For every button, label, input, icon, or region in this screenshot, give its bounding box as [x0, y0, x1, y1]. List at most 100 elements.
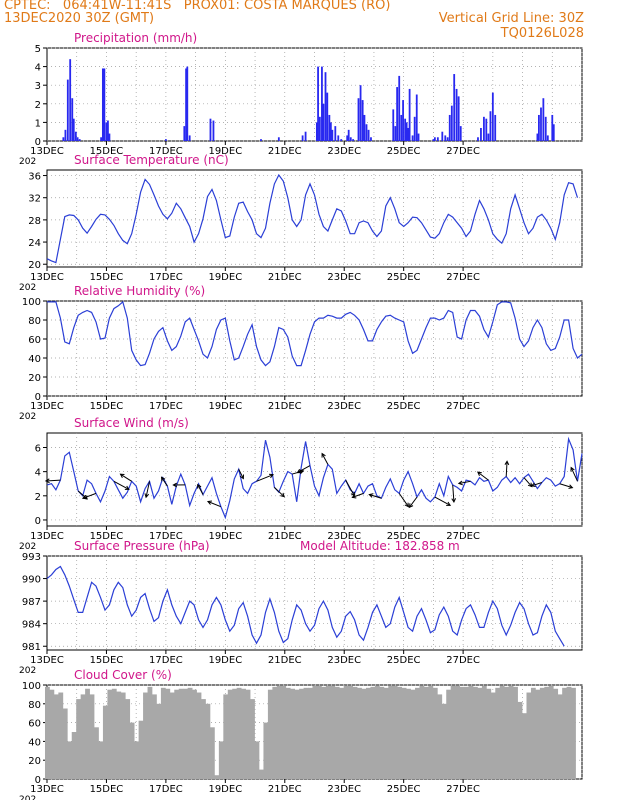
cloud-bar — [138, 720, 144, 779]
precip-bar — [69, 59, 72, 141]
cloud-bar — [522, 713, 527, 779]
cloud-bar — [196, 692, 202, 779]
cloud-bar — [236, 687, 242, 779]
precip-bar — [444, 135, 447, 141]
wind-arrow-head — [404, 502, 410, 508]
cloud-bar — [169, 692, 175, 779]
cloud-bar — [415, 687, 420, 779]
cloud-bar — [370, 686, 376, 779]
precip-bar — [398, 75, 401, 141]
cloud-bar — [53, 694, 59, 779]
temp-xtick-label: 21DEC — [268, 272, 302, 283]
cloud-bar — [178, 688, 184, 779]
precip-bar — [487, 133, 490, 141]
wind-title: Surface Wind (m/s) — [74, 416, 189, 430]
cloud-bar — [468, 685, 474, 779]
cloud-bar — [241, 688, 246, 779]
temp-xtick-year: 202 — [19, 283, 36, 293]
precip-bar — [491, 92, 494, 141]
temp-xtick-label: 25DEC — [387, 272, 421, 283]
cloud-bar — [98, 741, 104, 779]
temp-xtick-label: 19DEC — [208, 272, 242, 283]
precip-bar — [186, 66, 189, 141]
wind-arrow — [409, 496, 418, 508]
cloud-bar — [477, 687, 483, 779]
precip-bar — [544, 116, 547, 141]
rh-xtick-year: 202 — [19, 412, 36, 422]
wind-arrow-head — [368, 493, 374, 498]
rh-ytick-label: 60 — [28, 335, 41, 346]
cloud-bar — [562, 687, 567, 779]
precip-bar — [540, 107, 542, 141]
temp-ytick-label: 36 — [28, 172, 41, 183]
rh-xtick-label: 15DEC — [90, 401, 124, 412]
precip-bar — [64, 129, 67, 141]
temp-ytick-label: 32 — [28, 194, 41, 205]
precip-bar — [411, 135, 414, 141]
cloud-bar — [544, 686, 550, 779]
pressure-xtick-label: 23DEC — [327, 655, 361, 666]
cloud-bar — [281, 685, 287, 779]
rh-ytick-label: 20 — [28, 373, 41, 384]
cloud-bar — [343, 685, 349, 779]
cloud-xtick-label: 13DEC — [30, 784, 64, 795]
precip-xtick-label: 15DEC — [90, 146, 124, 157]
wind-arrow — [570, 467, 578, 482]
header-run-id: TQ0126L028 — [500, 26, 584, 41]
cloud-bar — [134, 741, 139, 779]
cloud-bar — [437, 694, 443, 779]
cloud-bar — [406, 688, 411, 779]
precip-bar — [453, 74, 456, 141]
wind-arrow — [297, 465, 311, 474]
precip-bar — [552, 124, 555, 141]
precip-bar — [321, 66, 323, 141]
cloud-ytick-label: 0 — [35, 775, 41, 786]
precip-bar — [494, 114, 497, 141]
cloud-bar — [419, 685, 425, 779]
wind-arrow-head — [206, 500, 212, 505]
cloud-bar — [214, 775, 220, 779]
wind-arrow-head — [172, 482, 178, 488]
cloud-bar — [361, 688, 367, 779]
wind-arrow-head — [457, 480, 463, 486]
cloud-bar — [459, 686, 465, 779]
cloud-bar — [432, 687, 438, 779]
precip-ytick-label: 5 — [35, 44, 41, 55]
wind-arrow — [477, 471, 489, 481]
precip-bar — [105, 122, 108, 141]
cloud-bar — [94, 727, 99, 779]
cloud-xtick-label: 23DEC — [327, 784, 361, 795]
cloud-bar — [526, 692, 532, 779]
cloud-bar — [151, 694, 157, 779]
wind-arrow-head — [280, 492, 285, 498]
precip-bar — [188, 135, 191, 141]
precip-bar — [448, 114, 451, 141]
precip-bar — [100, 137, 102, 141]
precip-bar — [329, 122, 332, 141]
cloud-bar — [205, 703, 211, 779]
cloud-bar — [58, 692, 64, 779]
cloud-bar — [285, 687, 291, 779]
wind-arrow — [161, 477, 168, 487]
precip-bar — [324, 72, 327, 141]
wind-arrow-head — [504, 460, 510, 466]
cloud-bar — [85, 688, 90, 779]
precip-bar — [357, 98, 360, 141]
precip-bar — [365, 124, 368, 141]
cloud-bar — [504, 686, 510, 779]
cloud-bar — [125, 699, 131, 779]
cloud-bar — [513, 686, 518, 779]
pressure-xtick-label: 19DEC — [208, 655, 242, 666]
cloud-bar — [258, 769, 264, 779]
cloud-bar — [44, 686, 50, 779]
cloud-bar — [357, 687, 362, 779]
cloud-bar — [535, 689, 541, 779]
wind-arrow — [345, 479, 355, 497]
wind-arrow — [82, 492, 97, 499]
cloud-bar — [455, 685, 460, 779]
precip-bar — [538, 114, 540, 141]
wind-arrow — [197, 484, 204, 495]
precip-bar — [446, 137, 449, 141]
precip-bar — [107, 120, 109, 141]
precip-bar — [417, 133, 420, 141]
